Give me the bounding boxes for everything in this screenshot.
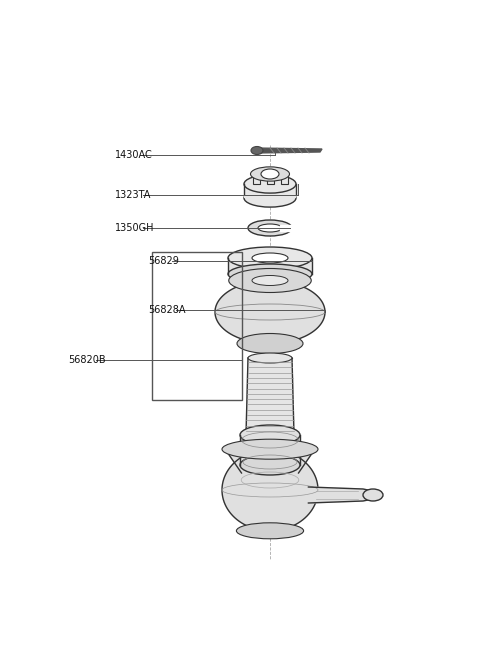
Ellipse shape	[244, 175, 296, 193]
Ellipse shape	[248, 220, 292, 236]
Ellipse shape	[252, 253, 288, 263]
Text: 56820B: 56820B	[68, 355, 106, 365]
Ellipse shape	[222, 439, 318, 459]
Ellipse shape	[237, 334, 303, 353]
Ellipse shape	[252, 275, 288, 286]
Ellipse shape	[244, 189, 296, 207]
Ellipse shape	[240, 425, 300, 445]
Ellipse shape	[363, 489, 383, 501]
Bar	[240, 435, 300, 465]
Ellipse shape	[229, 269, 311, 292]
Polygon shape	[227, 451, 313, 473]
Ellipse shape	[228, 264, 312, 284]
Bar	[228, 258, 312, 274]
Ellipse shape	[251, 147, 263, 154]
Polygon shape	[215, 281, 325, 344]
Bar	[266, 174, 274, 184]
Bar	[152, 252, 242, 400]
Ellipse shape	[236, 523, 304, 539]
Ellipse shape	[248, 353, 292, 363]
Polygon shape	[222, 449, 318, 531]
Polygon shape	[308, 487, 373, 503]
Text: 1430AC: 1430AC	[115, 150, 153, 160]
Ellipse shape	[228, 247, 312, 269]
Ellipse shape	[240, 455, 300, 475]
Text: 1323TA: 1323TA	[115, 190, 151, 200]
Polygon shape	[254, 148, 322, 153]
Text: 1350GH: 1350GH	[115, 223, 155, 233]
Ellipse shape	[258, 224, 282, 232]
Bar	[280, 174, 288, 184]
Bar	[244, 184, 296, 198]
Text: 56828A: 56828A	[148, 305, 185, 315]
Ellipse shape	[261, 169, 279, 179]
Text: 56829: 56829	[148, 256, 179, 266]
Polygon shape	[246, 358, 294, 435]
Bar	[252, 174, 260, 184]
Ellipse shape	[251, 167, 289, 181]
Polygon shape	[280, 225, 294, 231]
Ellipse shape	[252, 269, 288, 279]
